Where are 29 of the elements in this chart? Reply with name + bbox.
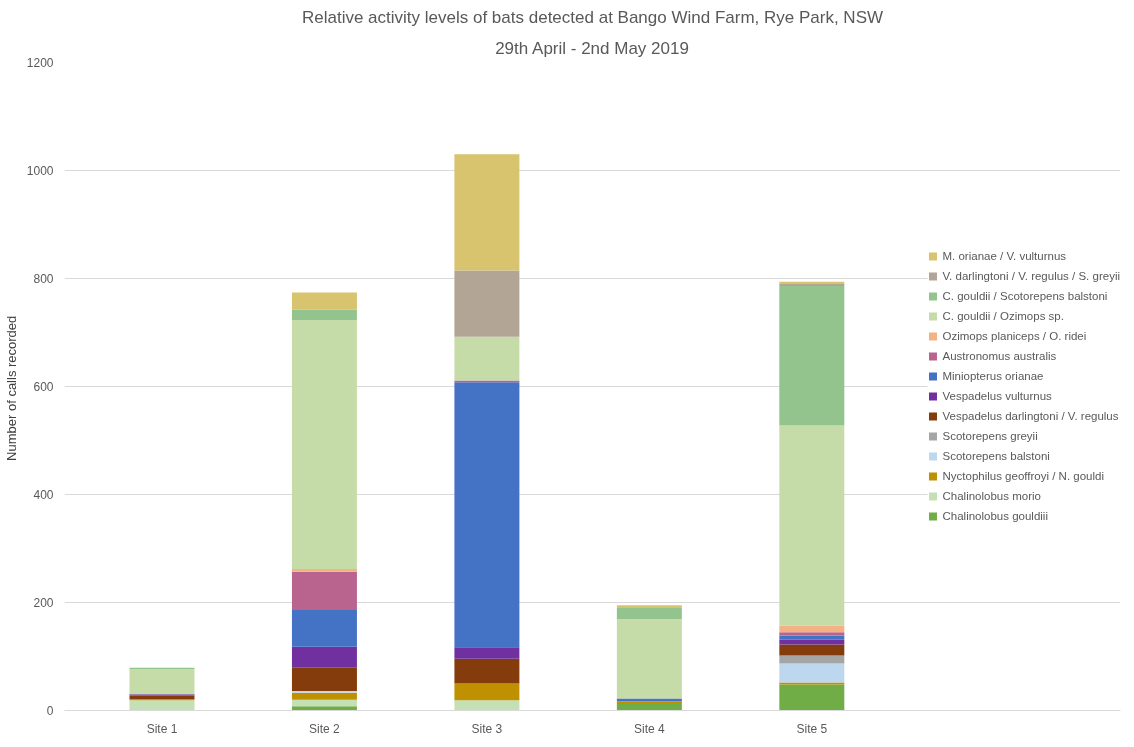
chart-title: Relative activity levels of bats detected at Bango Wind Farm, Rye Park, NSW: [301, 7, 884, 27]
y-tick-label: 400: [33, 488, 54, 502]
legend-label: Chalinolobus gouldiii: [942, 510, 1048, 522]
chart-subtitle: 29th April - 2nd May 2019: [495, 38, 689, 58]
legend-label: Miniopterus orianae: [942, 370, 1044, 382]
legend-label: Scotorepens balstoni: [942, 450, 1050, 462]
legend-label: Scotorepens greyii: [942, 430, 1038, 442]
legend-label: Chalinolobus morio: [942, 490, 1041, 502]
y-axis-title: Number of calls recorded: [3, 315, 19, 461]
legend-label: C. gouldii / Scotorepens balstoni: [942, 290, 1108, 302]
legend-label: V. darlingtoni / V. regulus / S. greyii: [942, 270, 1120, 282]
legend-label: Vespadelus vulturnus: [942, 390, 1052, 402]
legend-label: M. orianae / V. vulturnus: [942, 250, 1067, 262]
x-tick-label: Site 2: [309, 721, 341, 736]
y-tick-label: 200: [33, 596, 54, 610]
legend-label: Vespadelus darlingtoni / V. regulus: [942, 410, 1119, 422]
legend-label: Ozimops planiceps / O. ridei: [942, 330, 1087, 342]
y-tick-label: 0: [46, 704, 54, 718]
legend-label: C. gouldii / Ozimops sp.: [942, 310, 1064, 322]
y-tick-label: 1200: [26, 56, 54, 70]
legend-label: Austronomus australis: [942, 350, 1057, 362]
x-tick-label: Site 1: [146, 721, 178, 736]
legend-label: Nyctophilus geoffroyi / N. gouldi: [942, 470, 1104, 482]
y-tick-label: 1000: [26, 164, 54, 178]
y-tick-label: 800: [33, 272, 54, 286]
y-tick-label: 600: [33, 380, 54, 394]
x-tick-label: Site 4: [634, 721, 666, 736]
x-tick-label: Site 5: [796, 721, 828, 736]
x-tick-label: Site 3: [471, 721, 503, 736]
